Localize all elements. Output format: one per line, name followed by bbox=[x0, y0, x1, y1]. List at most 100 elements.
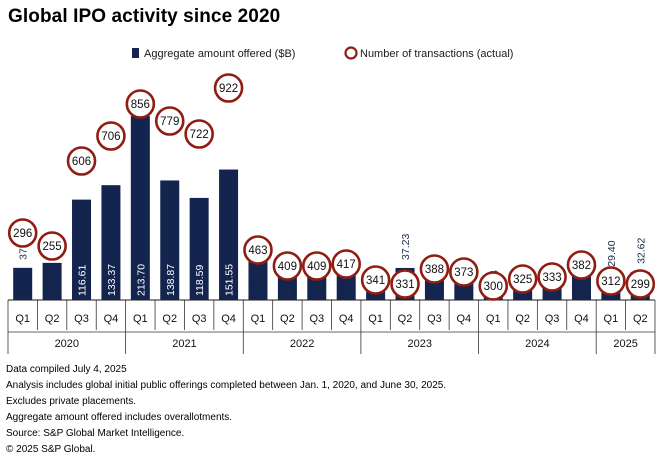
transaction-count-label: 373 bbox=[454, 267, 473, 279]
bar-q1 bbox=[130, 116, 150, 301]
bar-q1 bbox=[13, 267, 33, 300]
bar-value-label: 133.37 bbox=[106, 264, 118, 296]
transaction-count-circle bbox=[566, 250, 597, 280]
transaction-count-label: 388 bbox=[425, 264, 444, 276]
transaction-count-label: 463 bbox=[248, 245, 267, 257]
transaction-count-label: 922 bbox=[219, 83, 238, 95]
transaction-count-circle bbox=[390, 269, 420, 299]
transaction-count-circle bbox=[66, 146, 97, 176]
quarter-tick-label: Q3 bbox=[427, 313, 442, 325]
quarter-tick-label: Q2 bbox=[45, 313, 60, 325]
legend-circle-swatch bbox=[344, 46, 358, 60]
quarter-tick-label: Q1 bbox=[251, 313, 266, 325]
bar-q4 bbox=[101, 185, 121, 300]
bar-value-label: 58.92 bbox=[253, 270, 265, 296]
quarter-tick-label: Q1 bbox=[486, 313, 501, 325]
note-analysis-scope: Analysis includes global initial public … bbox=[6, 380, 447, 391]
year-label: 2022 bbox=[290, 338, 314, 350]
year-label: 2023 bbox=[407, 338, 431, 350]
year-label: 2020 bbox=[55, 338, 79, 350]
note-overallotments: Aggregate amount offered includes overal… bbox=[6, 412, 233, 423]
transaction-count-circle bbox=[478, 271, 509, 301]
quarter-tick-label: Q3 bbox=[74, 313, 89, 325]
bar-value-label: 138.87 bbox=[165, 264, 177, 296]
year-label: 2021 bbox=[172, 338, 196, 350]
legend-bar-label: Aggregate amount offered ($B) bbox=[144, 48, 295, 60]
transaction-count-label: 856 bbox=[131, 99, 150, 111]
transaction-count-circle bbox=[37, 231, 67, 261]
transaction-count-circle bbox=[625, 269, 656, 299]
year-label: 2024 bbox=[525, 338, 549, 350]
bar-value-label: 118.59 bbox=[194, 265, 206, 296]
transaction-count-circle bbox=[154, 106, 185, 136]
transaction-count-circle bbox=[537, 262, 567, 292]
quarter-tick-label: Q2 bbox=[515, 313, 530, 325]
bar-value-label: 151.55 bbox=[224, 264, 236, 296]
bar-q3 bbox=[72, 199, 92, 300]
transaction-count-circle bbox=[360, 265, 391, 295]
quarter-tick-label: Q4 bbox=[339, 313, 354, 325]
transaction-count-label: 300 bbox=[484, 281, 503, 293]
quarter-tick-label: Q1 bbox=[368, 313, 383, 325]
quarter-tick-label: Q4 bbox=[574, 313, 589, 325]
bar-q2 bbox=[42, 262, 62, 300]
note-source: Source: S&P Global Market Intelligence. bbox=[6, 428, 185, 439]
bar-value-label: 32.62 bbox=[635, 237, 647, 263]
quarter-tick-label: Q2 bbox=[280, 313, 295, 325]
transaction-count-label: 779 bbox=[160, 116, 179, 128]
bar-value-label: 29.40 bbox=[606, 240, 618, 266]
quarter-tick-label: Q4 bbox=[456, 313, 471, 325]
quarter-tick-label: Q3 bbox=[309, 313, 324, 325]
bar-value-label: 213.70 bbox=[135, 264, 147, 296]
quarter-tick-label: Q3 bbox=[192, 313, 207, 325]
transaction-count-circle bbox=[125, 89, 156, 119]
transaction-count-label: 296 bbox=[13, 228, 32, 240]
note-exclusions: Excludes private placements. bbox=[6, 396, 137, 407]
bar-value-label: 116.61 bbox=[77, 265, 89, 296]
transaction-count-label: 299 bbox=[631, 279, 650, 291]
transaction-count-circle bbox=[507, 264, 538, 294]
quarter-tick-label: Q1 bbox=[604, 313, 619, 325]
bar-q4 bbox=[219, 169, 239, 300]
transaction-count-circle bbox=[331, 249, 362, 279]
transaction-count-label: 333 bbox=[542, 272, 561, 284]
transaction-count-label: 255 bbox=[43, 241, 62, 253]
transaction-count-label: 417 bbox=[337, 259, 356, 271]
transaction-count-circle bbox=[419, 254, 450, 284]
transaction-count-circle bbox=[243, 235, 273, 265]
transaction-count-label: 606 bbox=[72, 156, 91, 168]
quarter-tick-label: Q2 bbox=[398, 313, 413, 325]
note-data-compiled: Data compiled July 4, 2025 bbox=[6, 364, 127, 375]
quarter-tick-label: Q2 bbox=[633, 313, 648, 325]
note-copyright: © 2025 S&P Global. bbox=[6, 444, 96, 455]
quarter-tick-label: Q4 bbox=[104, 313, 119, 325]
transaction-count-label: 382 bbox=[572, 260, 591, 272]
transaction-count-label: 706 bbox=[101, 131, 120, 143]
transaction-count-label: 331 bbox=[395, 279, 414, 291]
transaction-count-circle bbox=[301, 251, 332, 281]
quarter-tick-label: Q3 bbox=[545, 313, 560, 325]
transaction-count-circle bbox=[449, 257, 479, 287]
bar-q2 bbox=[160, 180, 180, 300]
legend-circle-label: Number of transactions (actual) bbox=[360, 48, 513, 60]
bar-q3 bbox=[189, 197, 209, 300]
transaction-count-circle bbox=[7, 218, 38, 248]
transaction-count-label: 409 bbox=[278, 261, 297, 273]
year-label: 2025 bbox=[613, 338, 637, 350]
chart-title: Global IPO activity since 2020 bbox=[8, 6, 281, 27]
transaction-count-circle bbox=[96, 121, 126, 151]
transaction-count-label: 409 bbox=[307, 261, 326, 273]
quarter-tick-label: Q4 bbox=[221, 313, 236, 325]
transaction-count-circle bbox=[272, 251, 303, 281]
transaction-count-label: 325 bbox=[513, 274, 532, 286]
bar-value-label: 37.23 bbox=[400, 234, 412, 260]
quarter-tick-label: Q1 bbox=[15, 313, 30, 325]
quarter-tick-label: Q2 bbox=[162, 313, 177, 325]
legend-bar-swatch bbox=[132, 48, 139, 58]
transaction-count-label: 312 bbox=[601, 276, 620, 288]
transaction-count-circle bbox=[184, 119, 214, 149]
transaction-count-circle bbox=[213, 73, 244, 103]
transaction-count-circle bbox=[596, 266, 626, 296]
bar-value-label: 43.12 bbox=[47, 270, 59, 296]
